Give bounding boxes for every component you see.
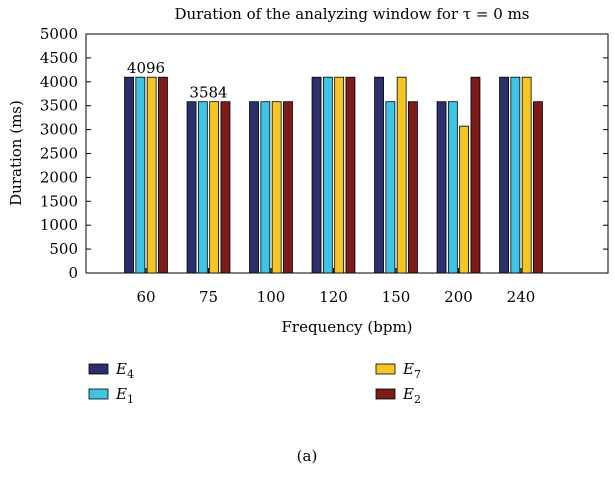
data-label: 4096	[127, 59, 165, 77]
bar-e4-75	[186, 101, 197, 274]
x-tick-label: 120	[319, 288, 348, 306]
bar-e7-60	[146, 76, 157, 274]
bar-e7-200	[459, 125, 470, 274]
bar-e2-200	[470, 76, 481, 274]
bar-e1-100	[260, 101, 271, 274]
bar-e4-150	[374, 76, 384, 274]
y-tick-label: 500	[49, 240, 78, 258]
figure-caption: (a)	[297, 447, 318, 465]
legend-swatch-e4	[88, 363, 109, 375]
legend-swatch-e2	[375, 388, 396, 400]
y-tick-label: 2000	[40, 168, 78, 186]
bar-e1-60	[135, 76, 146, 274]
bar-e2-60	[158, 76, 168, 274]
bar-e4-240	[499, 76, 509, 274]
chart-title: Duration of the analyzing window for τ =…	[174, 5, 529, 23]
legend-label-e1: E1	[115, 385, 134, 406]
legend-label-e4: E4	[115, 360, 134, 381]
y-tick-label: 2500	[40, 145, 78, 163]
y-tick-label: 5000	[40, 25, 78, 43]
x-axis: 60 75 100 120 150 200 240	[136, 268, 535, 306]
bar-e4-100	[249, 101, 259, 274]
bar-e1-150	[385, 101, 396, 274]
data-label: 3584	[189, 84, 227, 102]
bar-e1-120	[322, 76, 333, 274]
data-labels: 4096 3584	[127, 59, 228, 101]
legend-label-e2: E2	[402, 385, 421, 406]
bars-group	[124, 76, 543, 274]
bar-e4-60	[124, 76, 134, 274]
bar-e1-75	[197, 101, 208, 274]
x-tick-label: 240	[507, 288, 536, 306]
y-tick-label: 4500	[40, 49, 78, 67]
bar-e7-120	[334, 76, 345, 274]
y-tick-label: 1000	[40, 216, 78, 234]
bar-e1-200	[447, 101, 458, 274]
bar-e2-150	[408, 101, 418, 274]
y-tick-label: 0	[68, 264, 78, 282]
legend-swatch-e1	[88, 388, 109, 400]
bar-e7-150	[396, 76, 407, 274]
x-tick-label: 60	[136, 288, 155, 306]
bar-e4-120	[311, 76, 322, 274]
bar-e7-100	[271, 101, 282, 274]
bar-e2-120	[345, 76, 356, 274]
bar-e7-240	[521, 76, 532, 274]
bar-e7-75	[209, 101, 220, 274]
y-axis-label: Duration (ms)	[7, 100, 25, 206]
bar-e1-240	[510, 76, 521, 274]
x-tick-label: 200	[444, 288, 473, 306]
x-tick-label: 100	[257, 288, 286, 306]
y-tick-label: 3500	[40, 97, 78, 115]
bar-e2-100	[283, 101, 293, 274]
bar-e4-200	[436, 101, 447, 274]
bar-e2-75	[220, 101, 231, 274]
bar-e2-240	[533, 101, 543, 274]
x-axis-label: Frequency (bpm)	[281, 318, 412, 336]
legend-label-e7: E7	[402, 360, 421, 381]
x-tick-label: 150	[382, 288, 411, 306]
legend: E4 E1 E7 E2	[88, 360, 421, 406]
y-axis: 0 500 1000 1500 2000 2500 3000 3500 4000 4500 5000	[40, 25, 608, 282]
legend-swatch-e7	[375, 363, 396, 375]
y-tick-label: 3000	[40, 121, 78, 139]
x-tick-label: 75	[199, 288, 218, 306]
y-tick-label: 1500	[40, 192, 78, 210]
y-tick-label: 4000	[40, 73, 78, 91]
